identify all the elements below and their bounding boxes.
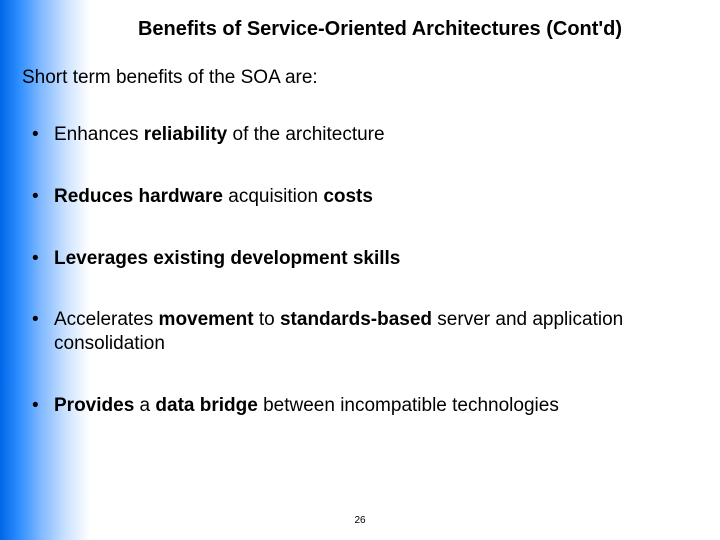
list-item: Provides a data bridge between incompati… <box>32 394 692 418</box>
bullet-bold: Reduces hardware <box>54 186 223 207</box>
bullet-bold: data bridge <box>155 395 257 416</box>
bullet-bold: Provides <box>54 395 134 416</box>
bullet-text: between incompatible technologies <box>258 395 559 416</box>
bullet-text: to <box>254 309 280 330</box>
bullet-list: Enhances reliability of the architecture… <box>32 123 692 418</box>
bullet-text: Enhances <box>54 124 144 145</box>
bullet-text: Accelerates <box>54 309 159 330</box>
bullet-bold: Leverages existing development skills <box>54 248 400 269</box>
bullet-bold: costs <box>323 186 373 207</box>
list-item: Enhances reliability of the architecture <box>32 123 692 147</box>
bullet-bold: movement <box>159 309 254 330</box>
slide-content: Benefits of Service-Oriented Architectur… <box>0 0 720 540</box>
list-item: Reduces hardware acquisition costs <box>32 185 692 209</box>
list-item: Accelerates movement to standards-based … <box>32 308 692 356</box>
bullet-text: a <box>134 395 155 416</box>
slide-intro: Short term benefits of the SOA are: <box>22 67 692 89</box>
bullet-bold: standards-based <box>280 309 432 330</box>
bullet-bold: reliability <box>144 124 227 145</box>
slide-title: Benefits of Service-Oriented Architectur… <box>28 18 692 41</box>
bullet-text: of the architecture <box>227 124 384 145</box>
bullet-text: acquisition <box>223 186 323 207</box>
list-item: Leverages existing development skills <box>32 247 692 271</box>
page-number: 26 <box>0 515 720 526</box>
